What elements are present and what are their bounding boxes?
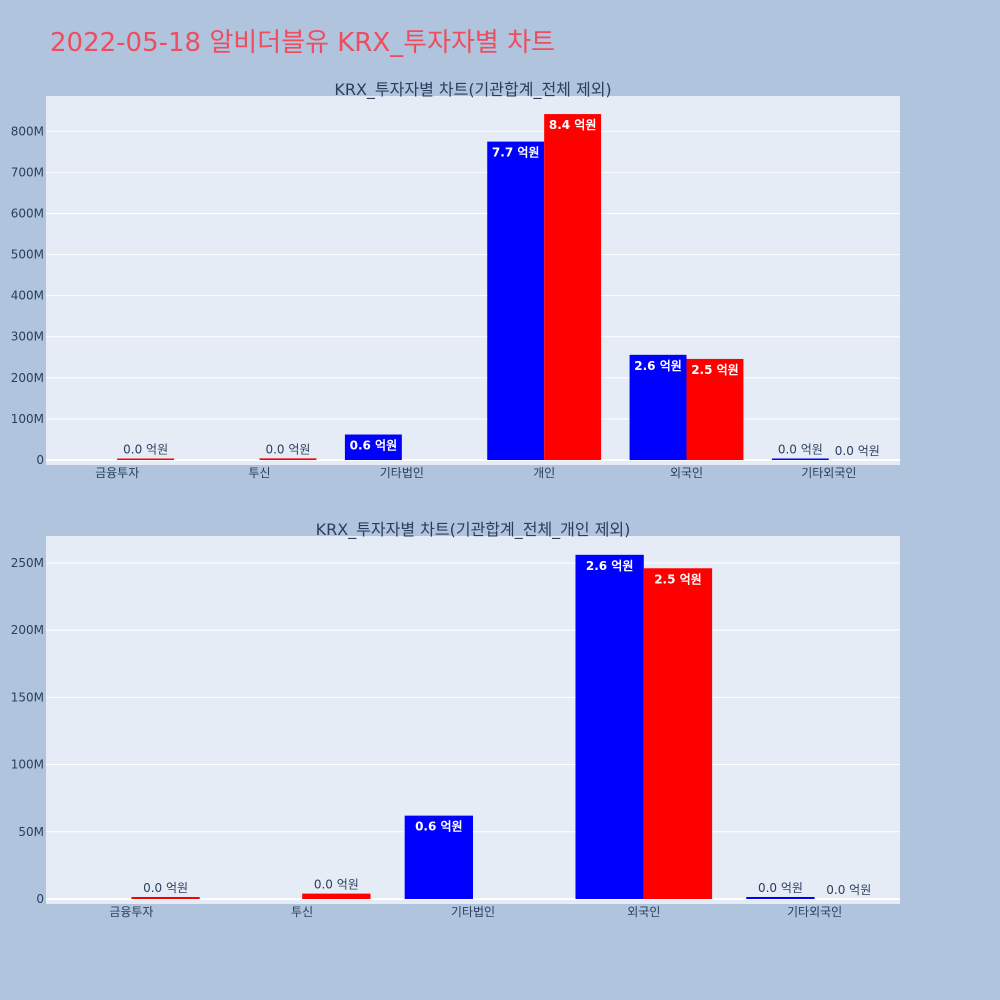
x-tick-label: 투신 [248,466,270,480]
bar [746,896,815,899]
y-tick-label: 250M [11,556,44,570]
bar-data-label: 0.6 억원 [415,820,463,834]
bar-data-label: 2.5 억원 [691,363,739,377]
bar-data-label: 2.5 억원 [654,572,702,586]
y-tick-label: 100M [11,758,44,772]
y-tick-label: 100M [11,412,44,426]
bar-data-label: 0.0 억원 [835,444,880,458]
x-tick-label: 금융투자 [109,905,153,919]
plot-area-1 [46,96,900,465]
bar [575,554,644,899]
bar-data-label: 0.0 억원 [314,878,359,892]
bar-data-label: 0.6 억원 [350,439,398,453]
x-tick-label: 기타법인 [380,466,424,480]
bar-data-label: 0.0 억원 [758,881,803,895]
y-tick-label: 50M [18,825,44,839]
bar [544,114,602,460]
bar [771,458,829,460]
bar [259,458,317,460]
y-tick-label: 500M [11,248,44,262]
y-tick-label: 0 [36,892,44,906]
bar [629,354,687,460]
bar-data-label: 0.0 억원 [143,881,188,895]
y-tick-label: 600M [11,206,44,220]
bar-data-label: 2.6 억원 [634,359,682,373]
bar-data-label: 2.6 억원 [586,559,634,573]
x-tick-label: 기타외국인 [787,905,842,919]
chart-title-1: KRX_투자자별 차트(기관합계_전체 제외) [334,80,611,100]
bar [131,896,200,899]
bar [686,358,744,460]
y-tick-label: 400M [11,289,44,303]
bar-data-label: 7.7 억원 [492,146,540,160]
y-tick-label: 300M [11,330,44,344]
y-tick-label: 200M [11,623,44,637]
bar [302,893,371,899]
bar-data-label: 8.4 억원 [549,118,597,132]
chart-title-2: KRX_투자자별 차트(기관합계_전체_개인 제외) [316,520,631,540]
y-tick-label: 150M [11,690,44,704]
bar [344,434,402,460]
x-tick-label: 기타외국인 [801,466,856,480]
y-tick-label: 700M [11,165,44,179]
bar [487,141,545,460]
x-tick-label: 금융투자 [95,466,139,480]
y-tick-label: 200M [11,371,44,385]
bar [643,568,713,899]
y-tick-label: 0 [36,453,44,467]
bar [117,458,175,460]
y-tick-label: 800M [11,124,44,138]
bar [404,815,473,899]
x-tick-label: 외국인 [627,905,660,919]
x-tick-label: 외국인 [670,466,703,480]
bar-data-label: 0.0 억원 [826,883,871,897]
x-tick-label: 개인 [533,466,555,480]
page-title: 2022-05-18 알비더블유 KRX_투자자별 차트 [50,28,555,58]
bar-data-label: 0.0 억원 [123,443,168,457]
bar-data-label: 0.0 억원 [778,443,823,457]
x-tick-label: 기타법인 [451,905,495,919]
bar-data-label: 0.0 억원 [265,442,310,456]
x-tick-label: 투신 [291,905,313,919]
